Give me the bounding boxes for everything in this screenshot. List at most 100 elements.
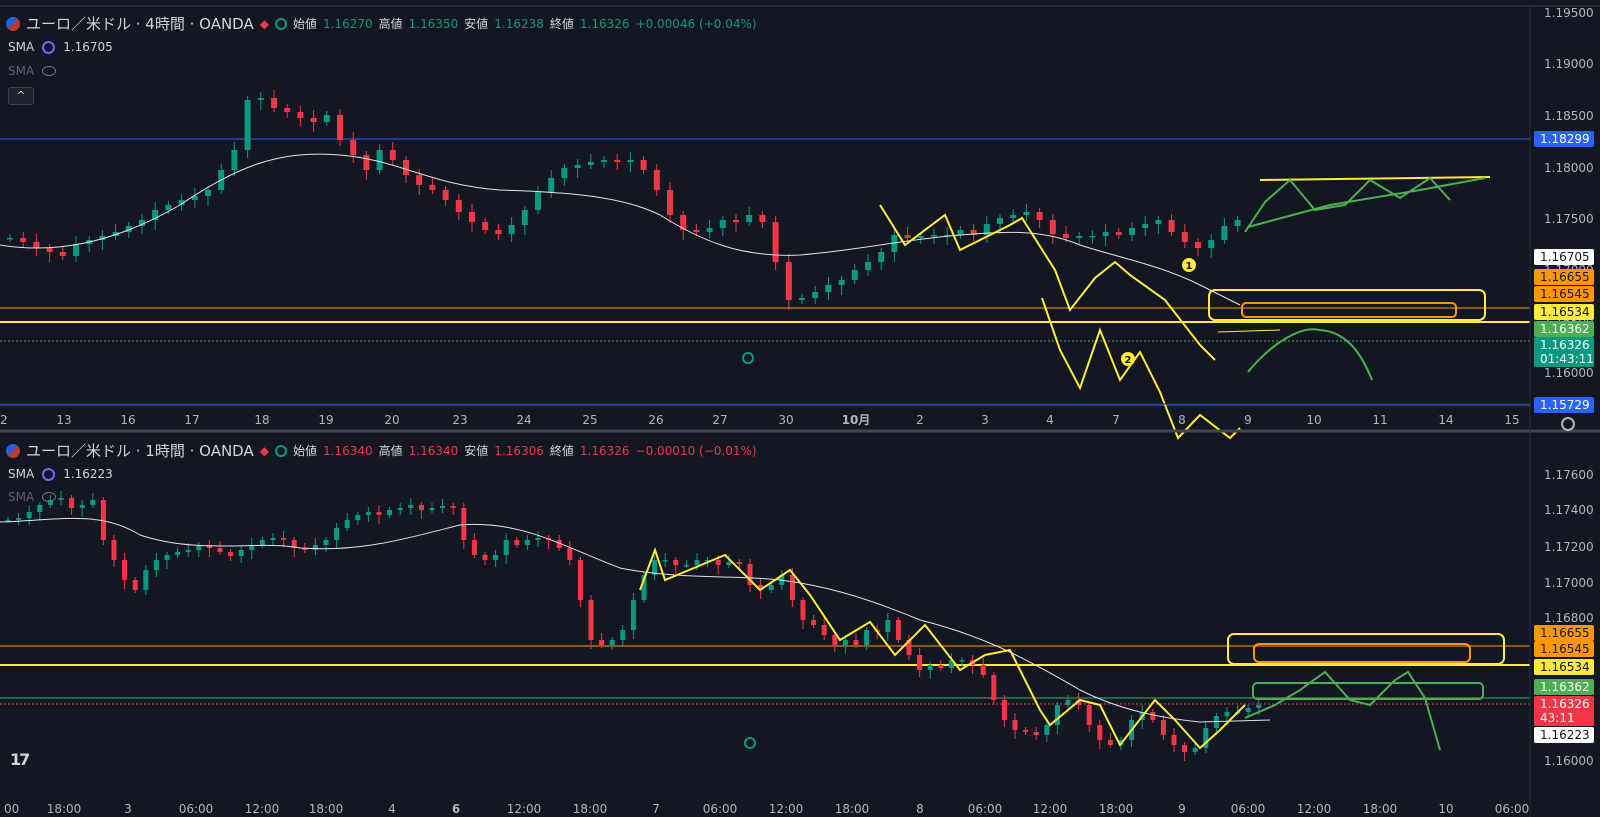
top-sma2-row[interactable]: SMA: [8, 64, 57, 78]
time-axis-label: 23: [452, 413, 467, 427]
eye-hidden-icon[interactable]: [42, 492, 57, 502]
close-value: 1.16326: [579, 16, 630, 31]
time-axis-label: 8: [1178, 413, 1186, 427]
candle-body: [799, 298, 805, 300]
candle-body: [164, 555, 170, 560]
top-sma1-row[interactable]: SMA 1.16705: [8, 40, 113, 54]
top-symbol-title[interactable]: ユーロ／米ドル · 4時間 · OANDA: [26, 15, 254, 33]
time-axis-label: 10月: [842, 413, 871, 427]
price-tag: [1534, 321, 1594, 337]
candle-body: [733, 220, 739, 222]
candle-body: [323, 115, 330, 122]
candle-body: [58, 498, 64, 500]
candle-body: [906, 640, 912, 655]
candle-body: [1142, 224, 1149, 228]
candle-body: [1203, 728, 1209, 748]
price-axis-label: 1.19500: [1544, 6, 1594, 20]
trend-zigzag: [639, 547, 1246, 750]
candle-body: [323, 540, 329, 545]
candle-body: [842, 640, 848, 645]
candle-body: [1213, 716, 1219, 728]
candle-body: [403, 160, 409, 175]
time-axis-label: 20: [384, 413, 399, 427]
time-axis-label: 30: [778, 413, 793, 427]
candle-body: [440, 506, 446, 508]
time-axis-label: 8: [916, 802, 924, 816]
time-axis-label: 18:00: [835, 802, 870, 816]
time-axis-label: 15: [1504, 413, 1519, 427]
candle-body: [310, 118, 317, 122]
candle-body: [853, 640, 859, 645]
candle-body: [694, 560, 700, 565]
candle-body: [521, 210, 528, 225]
price-tag-label: 1.15729: [1540, 398, 1590, 412]
candle-body: [1208, 240, 1215, 248]
candle-body: [991, 675, 997, 700]
candle-body: [789, 575, 795, 600]
price-tag-label: 1.16545: [1540, 642, 1590, 656]
projection-zigzag: [1041, 297, 1241, 440]
time-axis-label: 12:00: [1033, 802, 1068, 816]
low-label: 安値: [464, 17, 489, 31]
candle-body: [408, 505, 414, 508]
sma-ring-icon: [42, 40, 56, 54]
zone-box: [1252, 682, 1484, 700]
time-axis-label: 6: [452, 802, 460, 816]
candle-body: [535, 538, 541, 540]
candle-body: [800, 600, 806, 620]
time-axis-label: 25: [582, 413, 597, 427]
candle-body: [196, 545, 202, 550]
bottom-sma1-row[interactable]: SMA 1.16223: [8, 467, 113, 481]
time-axis-label: 7: [1112, 413, 1120, 427]
sma-line: [0, 517, 1271, 723]
time-axis-label: 4: [1046, 413, 1054, 427]
candle-body: [683, 565, 689, 567]
time-axis-label: 10: [1306, 413, 1321, 427]
time-axis-label: 13: [56, 413, 71, 427]
candle-body: [350, 140, 357, 155]
candle-body: [1182, 745, 1188, 752]
candle-body: [1181, 232, 1188, 242]
candle-body: [630, 600, 636, 630]
candle-body: [20, 238, 27, 242]
candle-body: [389, 150, 396, 160]
price-axis-label: 1.19000: [1544, 57, 1594, 71]
bottom-sma2-row[interactable]: SMA: [8, 490, 57, 504]
candle-body: [768, 585, 774, 590]
candle-body: [970, 660, 976, 665]
price-tag-label: 1.16705: [1540, 250, 1590, 264]
time-axis-label: 11: [1372, 413, 1387, 427]
price-tag: [1534, 304, 1594, 320]
candle-body: [178, 200, 185, 205]
time-axis-label: 14: [1438, 413, 1453, 427]
candle-body: [387, 510, 393, 515]
close-value: 1.16326: [579, 443, 630, 458]
candle-body: [218, 170, 225, 190]
candle-body: [365, 512, 371, 515]
candle-body: [1054, 705, 1060, 725]
time-axis-label: 06:00: [1495, 802, 1530, 816]
price-tag: [1534, 659, 1594, 675]
price-tag: [1534, 337, 1594, 353]
channel-line: [1259, 176, 1491, 181]
eye-hidden-icon[interactable]: [42, 66, 57, 76]
collapse-legend-button[interactable]: ^: [8, 87, 34, 105]
open-label: 始値: [292, 444, 317, 458]
candle-body: [244, 100, 251, 150]
candle-body: [1221, 226, 1228, 240]
time-axis-label: 06:00: [1231, 802, 1266, 816]
price-axis-label: 1.17600: [1544, 468, 1594, 482]
record-icon: ◆: [259, 443, 269, 458]
price-axis-label: 1.16000: [1544, 754, 1594, 768]
candle-body: [1256, 705, 1262, 708]
settings-gear-icon: [1561, 417, 1575, 431]
marker-circle: [1121, 352, 1135, 366]
candle-body: [73, 244, 79, 256]
time-axis-label: 06:00: [968, 802, 1003, 816]
candle-body: [33, 242, 40, 248]
candle-body: [838, 280, 845, 285]
candle-body: [26, 512, 32, 518]
bottom-symbol-title[interactable]: ユーロ／米ドル · 1時間 · OANDA: [26, 442, 254, 460]
candle-body: [1076, 700, 1082, 705]
